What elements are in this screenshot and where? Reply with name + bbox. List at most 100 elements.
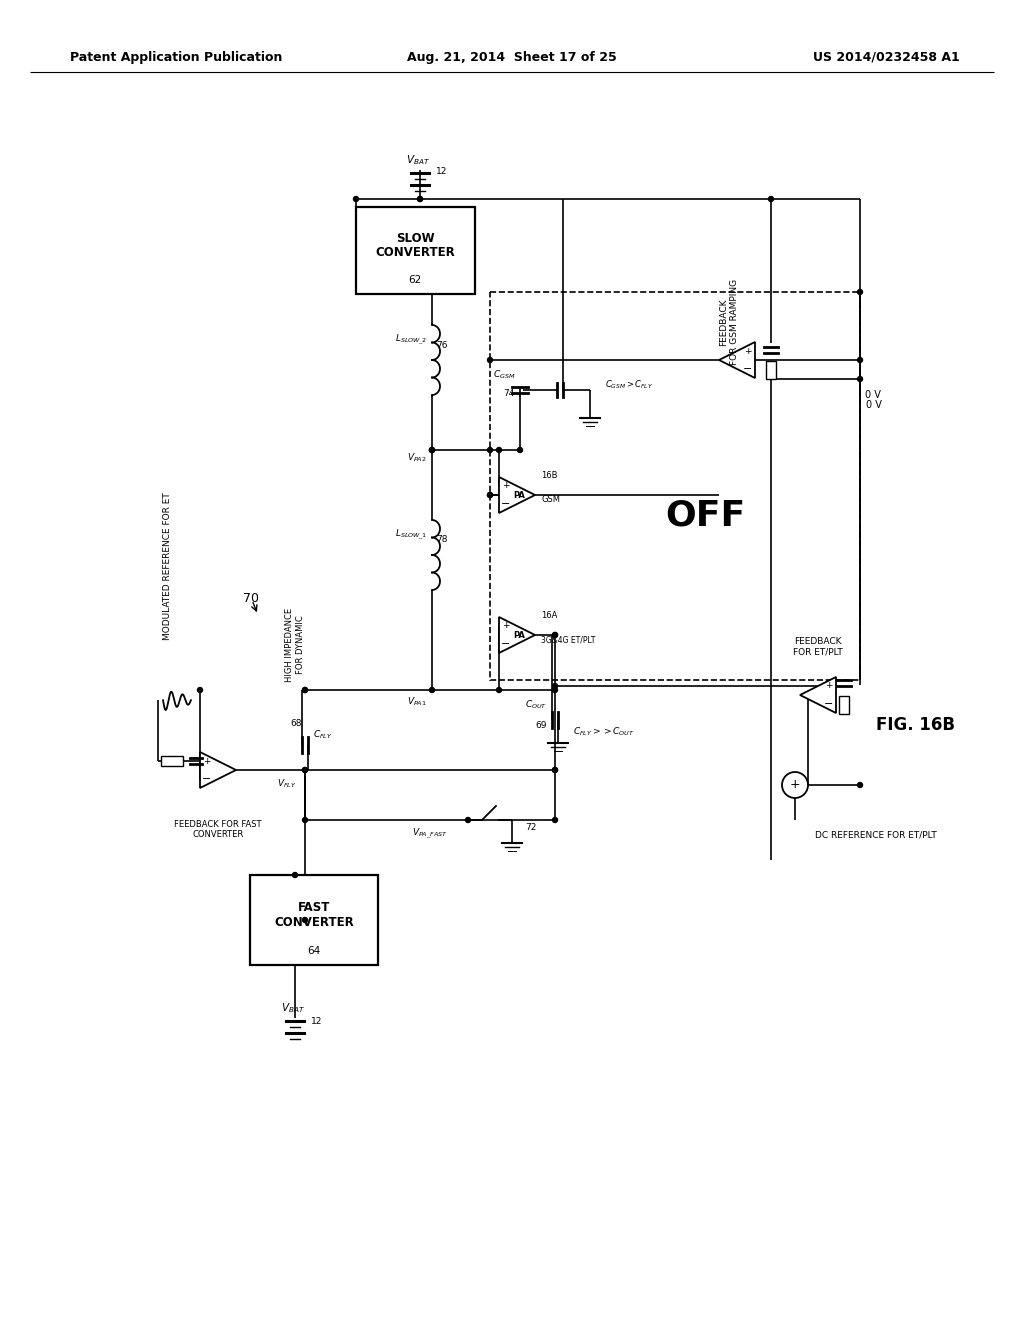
Text: $V_{PA1}$: $V_{PA1}$ xyxy=(408,696,427,709)
Circle shape xyxy=(782,772,808,799)
Text: 62: 62 xyxy=(409,275,422,285)
Text: MODULATED REFERENCE FOR ET: MODULATED REFERENCE FOR ET xyxy=(164,492,172,640)
Text: $V_{PA\_FAST}$: $V_{PA\_FAST}$ xyxy=(413,826,447,841)
Circle shape xyxy=(302,688,307,693)
Text: +: + xyxy=(744,346,752,355)
Circle shape xyxy=(418,197,423,202)
Circle shape xyxy=(429,447,434,453)
Text: FIG. 16B: FIG. 16B xyxy=(876,715,955,734)
Text: 16B: 16B xyxy=(541,470,557,479)
Text: PA: PA xyxy=(513,631,525,639)
Bar xyxy=(161,756,183,766)
Text: 12: 12 xyxy=(311,1018,323,1027)
Circle shape xyxy=(487,447,493,453)
Text: FEEDBACK FOR FAST
CONVERTER: FEEDBACK FOR FAST CONVERTER xyxy=(174,820,262,840)
Circle shape xyxy=(553,817,557,822)
Circle shape xyxy=(497,688,502,693)
Text: +: + xyxy=(790,777,801,791)
Circle shape xyxy=(857,376,862,381)
Circle shape xyxy=(418,197,423,202)
Circle shape xyxy=(553,632,557,638)
Polygon shape xyxy=(200,752,236,788)
Circle shape xyxy=(497,447,502,453)
Circle shape xyxy=(553,767,557,772)
Polygon shape xyxy=(499,616,535,653)
Text: GSM: GSM xyxy=(541,495,560,504)
Bar xyxy=(839,696,849,714)
Text: $C_{FLY}{>}>C_{OUT}$: $C_{FLY}{>}>C_{OUT}$ xyxy=(573,726,635,738)
Circle shape xyxy=(293,873,298,878)
Text: PA: PA xyxy=(513,491,525,499)
Circle shape xyxy=(487,492,493,498)
Text: −: − xyxy=(824,700,834,709)
Text: HIGH IMPEDANCE
FOR DYNAMIC: HIGH IMPEDANCE FOR DYNAMIC xyxy=(286,609,305,682)
Text: 0 V: 0 V xyxy=(865,389,881,400)
Circle shape xyxy=(553,632,557,638)
Text: FEEDBACK
FOR GSM RAMPING: FEEDBACK FOR GSM RAMPING xyxy=(719,279,738,366)
Text: 12: 12 xyxy=(436,168,447,177)
Text: 69: 69 xyxy=(536,721,547,730)
Text: $V_{FLY}$: $V_{FLY}$ xyxy=(278,777,297,791)
Bar xyxy=(490,292,860,680)
Text: 3G&4G ET/PLT: 3G&4G ET/PLT xyxy=(541,635,595,644)
Circle shape xyxy=(768,197,773,202)
Circle shape xyxy=(466,817,470,822)
Circle shape xyxy=(857,358,862,363)
Circle shape xyxy=(302,688,307,693)
Circle shape xyxy=(198,688,203,693)
Circle shape xyxy=(857,783,862,788)
Bar xyxy=(250,875,378,965)
Text: FEEDBACK
FOR ET/PLT: FEEDBACK FOR ET/PLT xyxy=(794,638,843,657)
Text: $V_{BAT}$: $V_{BAT}$ xyxy=(407,153,430,166)
Text: $L_{SLOW\_2}$: $L_{SLOW\_2}$ xyxy=(394,333,427,347)
Text: 0 V: 0 V xyxy=(866,400,882,411)
Text: 72: 72 xyxy=(525,824,537,833)
Text: 16A: 16A xyxy=(541,610,557,619)
Circle shape xyxy=(429,447,434,453)
Text: OFF: OFF xyxy=(665,499,745,533)
Text: US 2014/0232458 A1: US 2014/0232458 A1 xyxy=(813,50,961,63)
Text: 68: 68 xyxy=(290,718,301,727)
Text: $L_{SLOW\_1}$: $L_{SLOW\_1}$ xyxy=(394,528,427,543)
Text: +: + xyxy=(203,756,211,766)
Circle shape xyxy=(302,817,307,822)
Polygon shape xyxy=(719,342,755,378)
Circle shape xyxy=(429,688,434,693)
Circle shape xyxy=(487,492,493,498)
Polygon shape xyxy=(800,677,836,713)
Text: +: + xyxy=(825,681,833,690)
Circle shape xyxy=(857,289,862,294)
Text: 64: 64 xyxy=(307,946,321,956)
Text: 74: 74 xyxy=(504,388,515,397)
Text: FAST
CONVERTER: FAST CONVERTER xyxy=(274,902,354,929)
Circle shape xyxy=(302,767,307,772)
Text: $C_{OUT}$: $C_{OUT}$ xyxy=(525,698,547,711)
Circle shape xyxy=(429,447,434,453)
Text: $V_{BAT}$: $V_{BAT}$ xyxy=(281,1001,305,1015)
Polygon shape xyxy=(499,477,535,513)
Text: −: − xyxy=(203,774,212,784)
Bar xyxy=(766,360,776,379)
Text: +: + xyxy=(502,622,510,631)
Text: +: + xyxy=(502,482,510,491)
Text: 76: 76 xyxy=(436,341,447,350)
Circle shape xyxy=(553,767,557,772)
Text: −: − xyxy=(743,364,753,374)
Text: $C_{FLY}$: $C_{FLY}$ xyxy=(313,729,333,742)
Text: $C_{GSM}$: $C_{GSM}$ xyxy=(493,368,515,381)
Text: −: − xyxy=(502,499,511,510)
Circle shape xyxy=(353,197,358,202)
Text: −: − xyxy=(502,639,511,649)
Text: $C_{GSM}{>}C_{FLY}$: $C_{GSM}{>}C_{FLY}$ xyxy=(605,379,653,391)
Circle shape xyxy=(302,767,307,772)
Text: Patent Application Publication: Patent Application Publication xyxy=(70,50,283,63)
Text: SLOW
CONVERTER: SLOW CONVERTER xyxy=(375,231,455,260)
Circle shape xyxy=(302,917,307,923)
Text: Aug. 21, 2014  Sheet 17 of 25: Aug. 21, 2014 Sheet 17 of 25 xyxy=(408,50,616,63)
Text: 78: 78 xyxy=(436,536,447,544)
Text: $V_{PA2}$: $V_{PA2}$ xyxy=(408,451,427,465)
Circle shape xyxy=(553,684,557,689)
Bar xyxy=(356,207,475,294)
Text: 70: 70 xyxy=(243,591,259,605)
Circle shape xyxy=(487,358,493,363)
